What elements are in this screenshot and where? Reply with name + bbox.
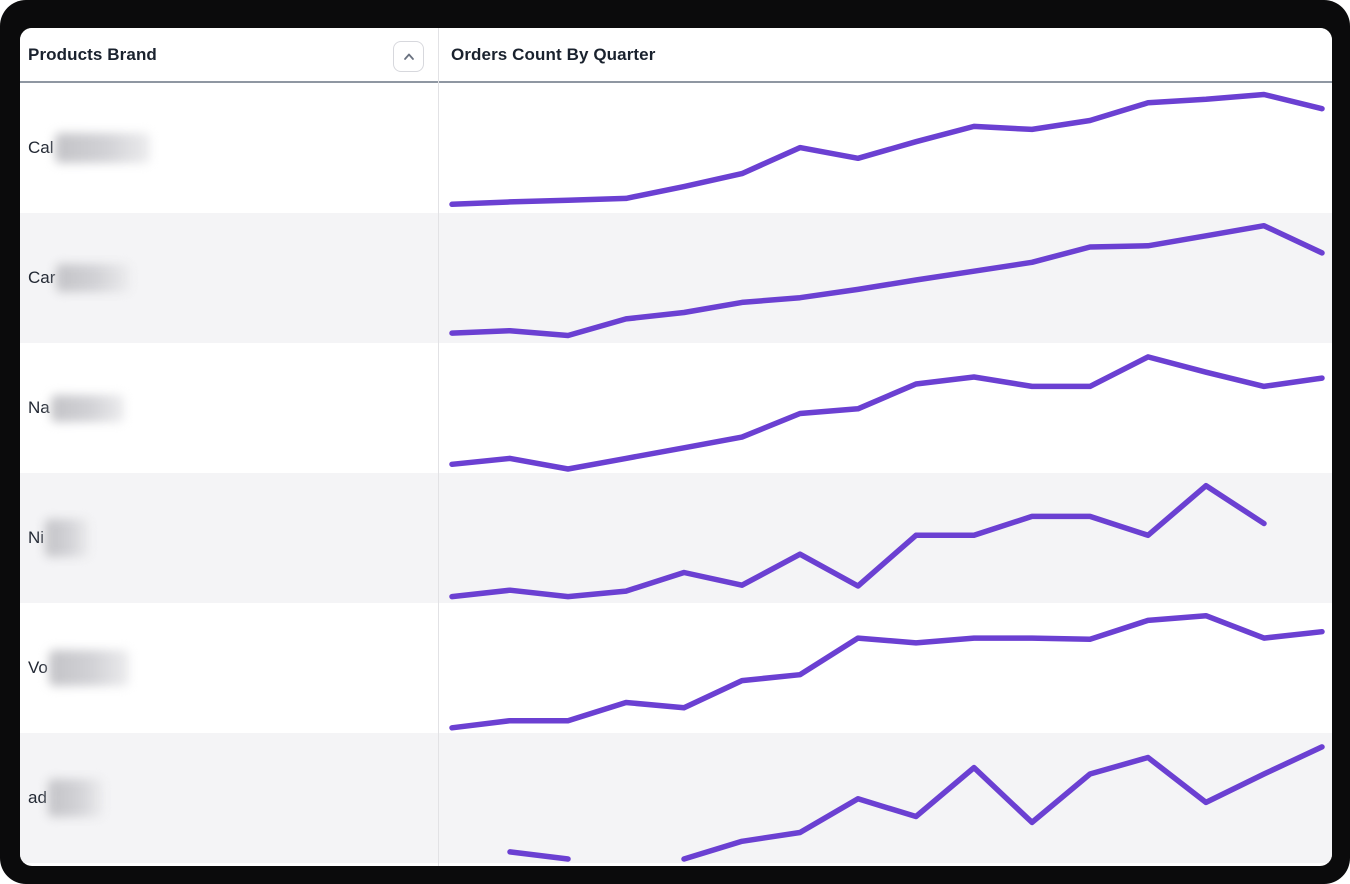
sparkline-cell xyxy=(438,343,1332,473)
brand-label: Vo xyxy=(28,658,48,677)
brand-cell: Na xyxy=(20,343,438,473)
orders-sparkline xyxy=(449,354,1325,472)
redacted-text xyxy=(54,133,150,163)
brand-label: Na xyxy=(28,398,50,417)
column-header-products-brand[interactable]: Products Brand xyxy=(20,28,438,81)
chevron-up-icon xyxy=(403,53,414,60)
sparkline-cell xyxy=(438,603,1332,733)
orders-sparkline xyxy=(507,744,1325,862)
orders-sparkline xyxy=(449,612,1325,731)
table-row: Car xyxy=(20,213,1332,343)
table-row: Na xyxy=(20,343,1332,473)
column-divider xyxy=(438,28,439,866)
redacted-text xyxy=(47,779,103,817)
brand-label: Car xyxy=(28,268,56,287)
redacted-text xyxy=(45,519,90,557)
table-row: Ni xyxy=(20,473,1332,603)
brand-label: ad xyxy=(28,788,47,807)
brand-label: Ni xyxy=(28,528,45,547)
brand-label: Cal xyxy=(28,138,54,157)
table-header: Products Brand Orders Count By Quarter xyxy=(20,28,1332,83)
table-card: Products Brand Orders Count By Quarter C… xyxy=(20,28,1332,866)
brand-cell: ad xyxy=(20,733,438,863)
sparkline-cell xyxy=(438,473,1332,603)
redacted-text xyxy=(56,264,131,292)
table-body: Cal Car Na xyxy=(20,83,1332,863)
brand-cell: Vo xyxy=(20,603,438,733)
orders-sparkline xyxy=(449,91,1325,208)
orders-sparkline xyxy=(449,222,1325,339)
table-row: Cal xyxy=(20,83,1332,213)
orders-count-header-label: Orders Count By Quarter xyxy=(451,44,656,64)
column-header-orders-count[interactable]: Orders Count By Quarter xyxy=(438,28,1332,81)
redacted-text xyxy=(48,650,129,686)
table-row: Vo xyxy=(20,603,1332,733)
sparkline-cell xyxy=(438,213,1332,343)
brand-cell: Car xyxy=(20,213,438,343)
brand-cell: Ni xyxy=(20,473,438,603)
sparkline-cell xyxy=(438,733,1332,863)
brand-cell: Cal xyxy=(20,83,438,213)
sparkline-cell xyxy=(438,83,1332,213)
sort-ascending-button[interactable] xyxy=(393,41,424,72)
redacted-text xyxy=(50,394,124,422)
table-row: ad xyxy=(20,733,1332,863)
products-brand-header-label: Products Brand xyxy=(28,44,157,64)
orders-sparkline xyxy=(449,482,1267,600)
